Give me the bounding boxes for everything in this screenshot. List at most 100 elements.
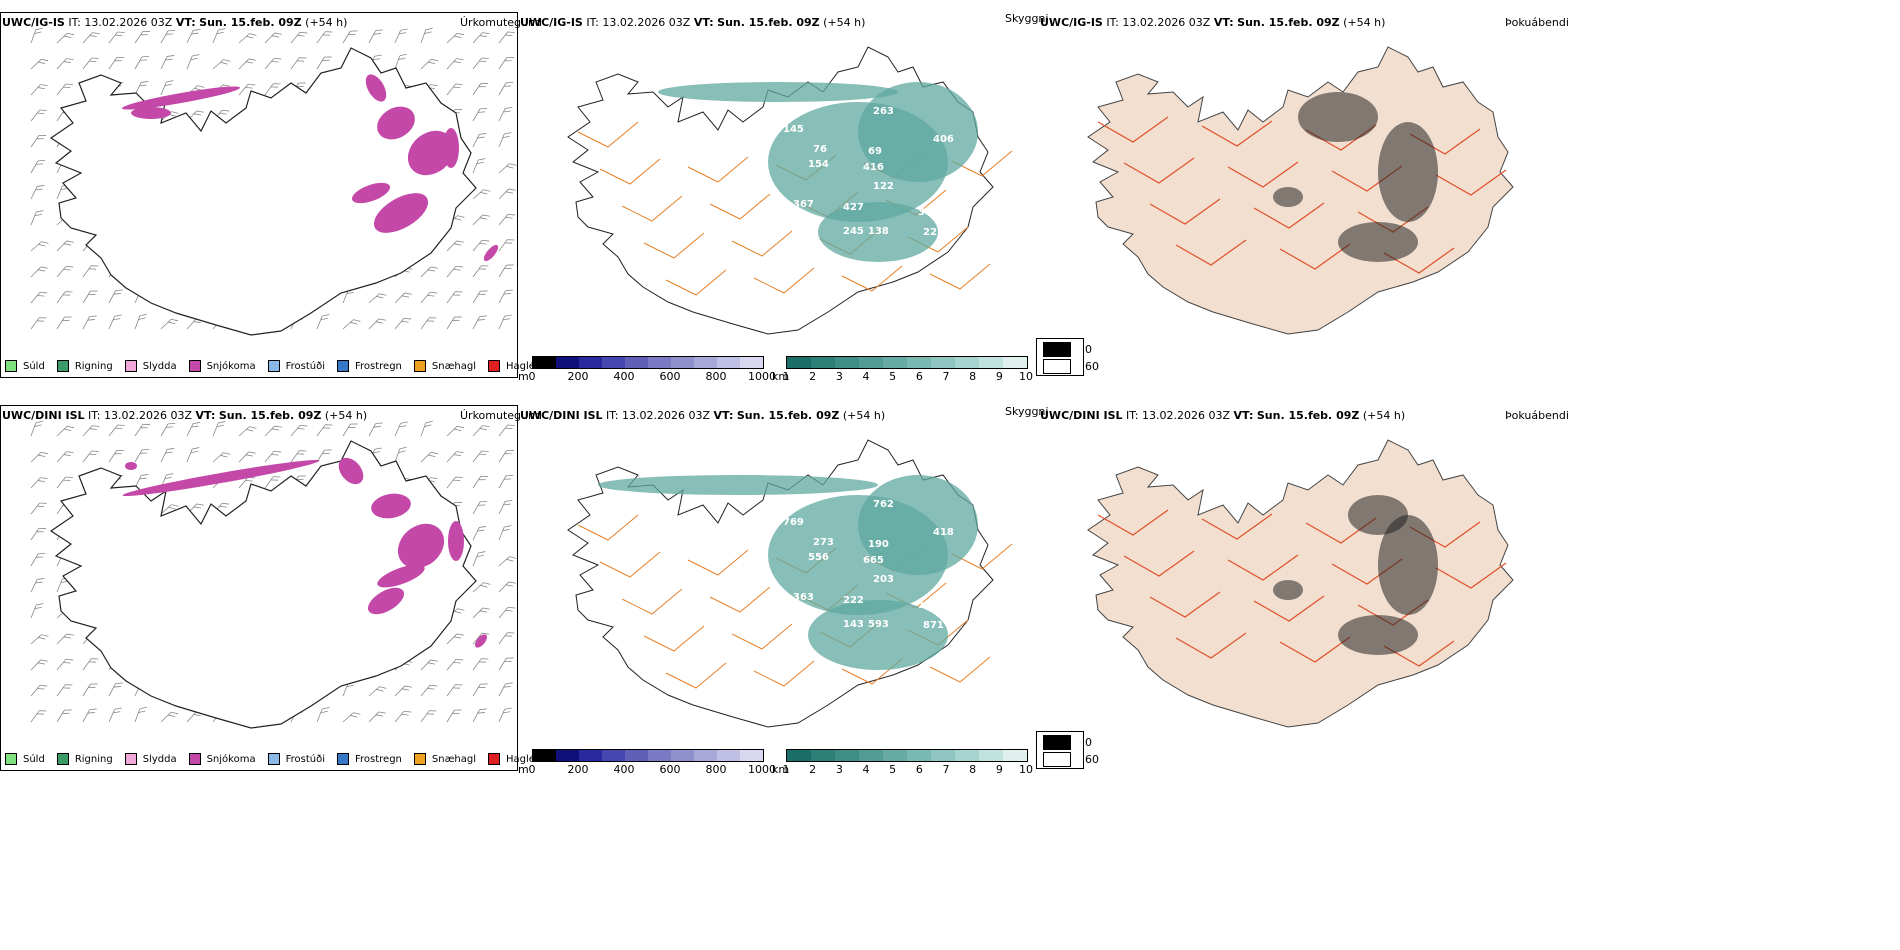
road-line [731, 623, 793, 650]
cloud-layer: 145 263 406 76 69 154 416 122 344 367 427 362 361 245… [567, 46, 1013, 335]
wind-barb [368, 29, 383, 44]
wind-barb [82, 708, 97, 723]
wind-barb [420, 420, 433, 437]
wind-barb [30, 266, 48, 278]
scale-tick-label: 8 [969, 763, 977, 776]
precip-legend-bottom: Súld Rigning Slydda Snjókoma Frostúði Frostre… [5, 751, 550, 767]
cloudbase-value: 362 [918, 207, 939, 218]
fog-panel-bottom [1038, 405, 1558, 771]
road-line [731, 230, 793, 257]
wind-barb [56, 32, 75, 44]
wind-barb [56, 451, 74, 463]
wind-barb [420, 291, 438, 304]
snow-area [371, 493, 411, 519]
scale-tick-label: 10 [1019, 370, 1033, 383]
cloudbase-value: 871 [923, 620, 944, 631]
road-line [687, 156, 749, 183]
wind-barb [30, 502, 47, 515]
header-fog-top: UWC/IG-IS IT: 13.02.2026 03Z VT: Sun. 15… [1040, 16, 1386, 29]
road-line [1149, 591, 1221, 618]
cloudbase-value: 69 [868, 146, 882, 157]
cloudbase-value: 168 [788, 604, 809, 615]
precip-title-top: Úrkomutegund [460, 16, 542, 29]
wind-barb [472, 82, 489, 96]
wind-barb [472, 214, 490, 226]
wind-barb [472, 501, 488, 515]
legend-label: Slydda [142, 360, 177, 372]
road-line [1175, 239, 1247, 266]
scale-segment [883, 357, 907, 368]
scale-segment [787, 357, 811, 368]
scale-segment [740, 357, 763, 368]
wind-barb [30, 134, 47, 148]
scale-bar [786, 356, 1028, 369]
scale-segment [533, 357, 556, 368]
coastline [49, 47, 477, 336]
legend-label: Snæhagl [431, 360, 477, 372]
road-line [929, 656, 991, 683]
wind-barb [394, 317, 412, 330]
wind-barb [56, 58, 74, 70]
scale-tick-label: 3 [835, 370, 843, 383]
road-line [709, 193, 771, 220]
scale-segment [671, 750, 694, 761]
legend-label: Snjókoma [206, 753, 256, 765]
legend-swatch [267, 753, 280, 765]
cloudbase-value: 273 [813, 537, 834, 548]
low-visibility-area [808, 600, 948, 670]
scale-segment [579, 357, 602, 368]
scale-unit: km [772, 763, 790, 776]
wind-barb [498, 213, 516, 226]
legend-swatch [413, 360, 426, 372]
cloudbase-value: 154 [808, 159, 829, 170]
visibility-scale-bottom: km 1 2 3 4 5 6 7 8 9 10 [772, 749, 1034, 779]
precip-title-bottom: Úrkomutegund [460, 409, 542, 422]
wind-barb [368, 422, 383, 437]
wind-barb [30, 109, 47, 122]
snow-area [367, 587, 405, 615]
road-line [1227, 554, 1299, 581]
legend-label: Snæhagl [431, 753, 477, 765]
scale-tick-label: 10 [1019, 763, 1033, 776]
wind-barb [160, 30, 176, 44]
fog-legend-top: 0 60 [1036, 338, 1099, 376]
wind-barb [446, 425, 465, 437]
wind-barb [30, 420, 43, 437]
scale-segment [1003, 357, 1027, 368]
fog-legend-swatch [1043, 342, 1071, 357]
fog-panel-top [1038, 12, 1558, 378]
scale-tick-label: 9 [995, 370, 1003, 383]
road-line [1201, 513, 1273, 540]
wind-barb [420, 317, 437, 330]
fog-legend-swatch [1043, 735, 1071, 750]
legend-swatch [5, 360, 17, 372]
wind-barb [316, 707, 330, 723]
fog-area [1273, 580, 1303, 600]
cloudbase-value: 762 [873, 499, 894, 510]
cloudbase-value: 416 [863, 162, 884, 173]
precip-legend-top: Súld Rigning Slydda Snjókoma Frostúði Frostre… [5, 358, 550, 374]
wind-barb [56, 709, 72, 723]
scale-tick-label: 7 [942, 763, 950, 776]
wind-barb [134, 706, 147, 723]
cloud-panel-top: 145 263 406 76 69 154 416 122 344 367 427 362 361 245… [518, 12, 1038, 378]
cloudbase-value: 143 [843, 619, 864, 630]
scale-bar [532, 356, 764, 369]
scale-segment [979, 750, 1003, 761]
cloudbase-value: 222 [843, 595, 864, 606]
legend-item: Súld [5, 360, 45, 372]
wind-barb [472, 57, 489, 70]
wind-barb [446, 32, 465, 44]
legend-swatch [124, 753, 137, 765]
legend-item: Snæhagl [413, 753, 477, 765]
scale-tick-label: 800 [705, 763, 727, 776]
scale-segment [955, 750, 979, 761]
wind-barb [30, 477, 48, 489]
wind-barb [498, 682, 513, 697]
wind-barb [472, 189, 491, 200]
wind-barb [446, 476, 463, 489]
scale-segment [931, 357, 955, 368]
wind-barb [472, 658, 489, 671]
cloudbase-value: 384 [958, 575, 979, 586]
scale-segment [694, 750, 717, 761]
